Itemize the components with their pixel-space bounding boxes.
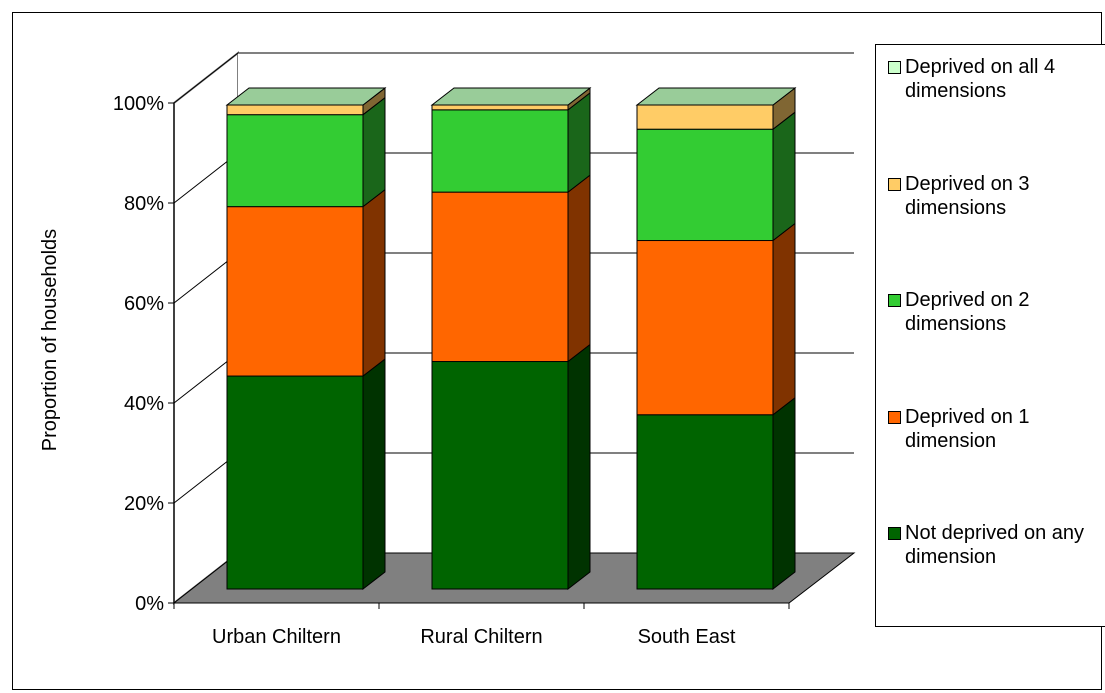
- y-tick-labels: 0% 20% 40% 60% 80% 100%: [113, 93, 164, 615]
- bar-side-2: [362, 188, 386, 378]
- bar-side-3: [362, 96, 386, 208]
- legend-label: Deprived on 1 dimension: [905, 406, 1030, 452]
- y-tick-label: 20%: [124, 493, 164, 515]
- bar-top: [430, 87, 592, 106]
- bar-top: [225, 87, 387, 106]
- bars: [225, 86, 797, 591]
- bar-side-2: [772, 222, 796, 416]
- bar-side-1: [362, 358, 386, 591]
- y-tick-label: 80%: [124, 193, 164, 215]
- legend-label: Not deprived on any dimension: [905, 522, 1085, 568]
- bar-front-1: [226, 375, 364, 590]
- bar-front-2: [636, 240, 774, 416]
- y-axis-title: Proportion of households: [39, 229, 61, 451]
- x-tick-label: Urban Chiltern: [212, 626, 341, 648]
- bar-front-2: [226, 206, 364, 377]
- legend-label: Deprived on all 4 dimensions: [905, 56, 1056, 102]
- y-tick-label: 100%: [113, 93, 164, 115]
- y-tick-label: 0%: [135, 593, 164, 615]
- bar-top: [635, 87, 797, 106]
- legend-label: Deprived on 2 dimensions: [905, 289, 1030, 335]
- legend-label: Deprived on 3 dimensions: [905, 173, 1030, 219]
- legend-swatch: [888, 61, 901, 74]
- bar-front-4: [431, 104, 569, 111]
- chart-plot: 0% 20% 40% 60% 80% 100% Urban Chiltern Rural C…: [39, 50, 856, 648]
- bar-front-1: [431, 361, 569, 590]
- bar-front-4: [636, 104, 774, 130]
- gridline: [173, 52, 854, 104]
- bar-front-3: [226, 114, 364, 208]
- bar-side-3: [772, 111, 796, 242]
- x-tick-label: Rural Chiltern: [420, 626, 542, 648]
- legend: Deprived on all 4 dimensions Deprived on …: [875, 44, 1105, 627]
- legend-swatch: [888, 178, 901, 191]
- x-tick-label: South East: [638, 626, 736, 648]
- bar-side-1: [567, 343, 591, 591]
- bar-front-2: [431, 191, 569, 363]
- legend-swatch: [888, 411, 901, 424]
- y-tick-label: 40%: [124, 393, 164, 415]
- bar-front-3: [431, 109, 569, 193]
- legend-swatch: [888, 294, 901, 307]
- bar-side-2: [567, 174, 591, 363]
- x-tick-labels: Urban Chiltern Rural Chiltern South East: [212, 626, 736, 648]
- y-tick-label: 60%: [124, 293, 164, 315]
- legend-swatch: [888, 527, 901, 540]
- bar-front-3: [636, 128, 774, 242]
- bar-front-4: [226, 104, 364, 116]
- bar-side-1: [772, 396, 796, 591]
- bar-front-1: [636, 414, 774, 590]
- axes: [168, 102, 790, 609]
